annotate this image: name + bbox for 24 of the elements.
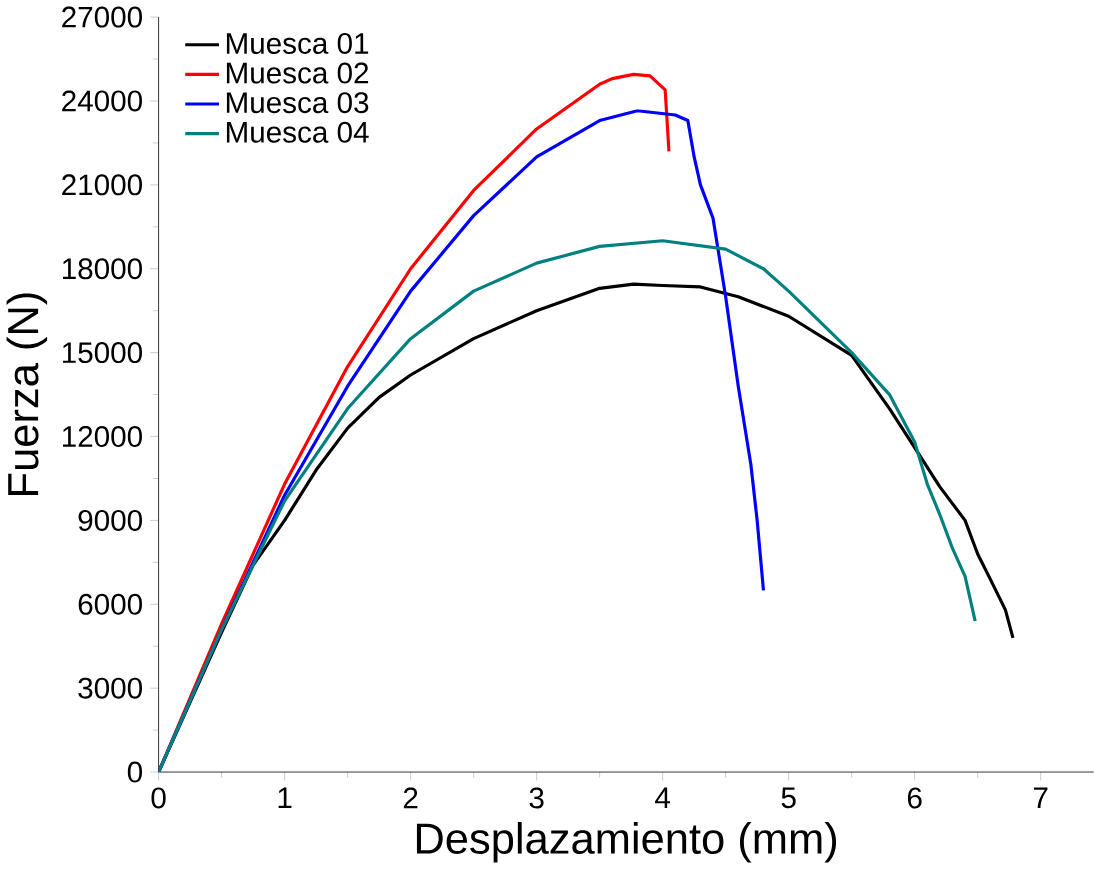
y-tick-label: 21000 <box>62 174 142 196</box>
y-tick-label: 9000 <box>78 509 142 531</box>
y-axis-title: Fuerza (N) <box>6 293 48 495</box>
x-tick-label: 0 <box>151 787 166 809</box>
x-tick-label: 6 <box>907 787 922 809</box>
x-tick-label: 3 <box>529 787 544 809</box>
x-tick-label: 2 <box>403 787 418 809</box>
y-tick-label: 15000 <box>62 342 142 364</box>
y-tick-label: 6000 <box>78 593 142 615</box>
legend-label: Muesca 03 <box>226 92 369 114</box>
y-tick-label: 18000 <box>62 258 142 280</box>
x-tick-label: 1 <box>278 787 292 808</box>
x-tick-label: 5 <box>781 787 796 809</box>
x-tick-label: 7 <box>1033 787 1048 808</box>
y-tick-label: 24000 <box>62 90 142 112</box>
y-tick-label: 3000 <box>78 677 142 699</box>
y-tick-label: 0 <box>127 761 142 783</box>
y-tick-label: 12000 <box>62 425 142 447</box>
x-tick-label: 4 <box>655 787 671 808</box>
legend-label: Muesca 02 <box>226 62 369 84</box>
legend-label: Muesca 01 <box>226 32 369 54</box>
x-axis-title: Desplazamiento (mm) <box>416 821 837 863</box>
y-tick-label: 27000 <box>62 6 142 28</box>
legend-label: Muesca 04 <box>226 121 369 143</box>
